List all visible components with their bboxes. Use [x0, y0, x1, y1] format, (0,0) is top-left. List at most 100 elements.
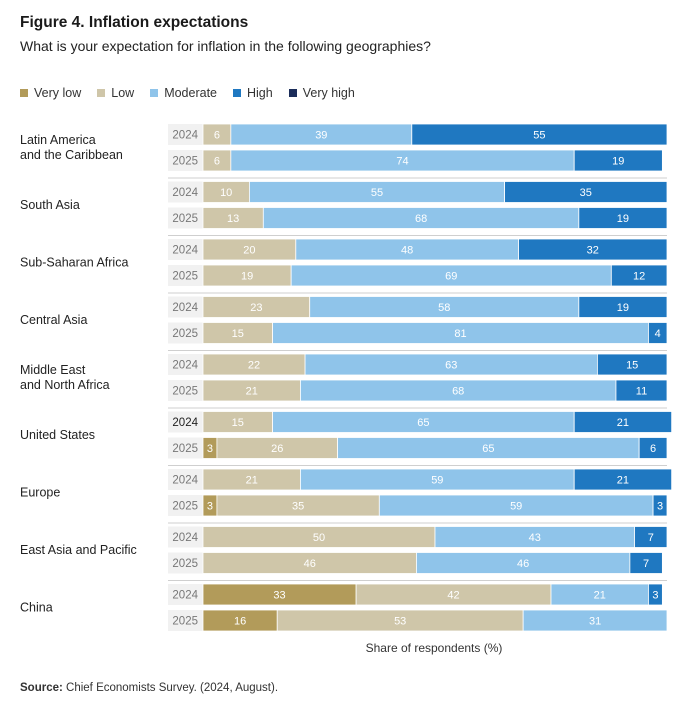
data-label-bar-middle-east-and-north-africa-2024-low: 22 — [248, 360, 260, 372]
bar-sub-saharan-africa-2025-high — [610, 264, 668, 287]
year-label-2024: 2024 — [172, 590, 198, 602]
data-label-bar-latin-america-and-the-caribbean-2025-high: 19 — [612, 156, 624, 168]
year-label-2025: 2025 — [172, 443, 198, 455]
data-label-bar-united-states-2024-high: 21 — [617, 417, 629, 429]
bar-europe-2025-high — [652, 494, 668, 517]
x-axis-label: Share of respondents (%) — [365, 641, 503, 655]
region-label-east-asia-and-pacific: East Asia and Pacific — [20, 543, 137, 557]
year-label-2025: 2025 — [172, 558, 198, 570]
region-label-middle-east-and-north-africa: Middle East — [20, 363, 86, 377]
data-label-bar-europe-2025-high: 3 — [657, 501, 663, 513]
data-label-bar-east-asia-and-pacific-2024-high: 7 — [648, 532, 654, 544]
year-cell-bg — [168, 526, 203, 548]
legend-label-high: High — [247, 86, 273, 100]
year-cell-bg — [168, 380, 203, 401]
data-label-bar-europe-2024-high: 21 — [617, 475, 629, 487]
data-label-bar-united-states-2025-moderate: 65 — [482, 443, 494, 455]
data-label-bar-central-asia-2024-moderate: 58 — [438, 302, 450, 314]
data-label-bar-south-asia-2025-low: 13 — [227, 213, 239, 225]
data-label-bar-central-asia-2024-low: 23 — [250, 302, 262, 314]
legend-swatch-very-low — [20, 89, 28, 97]
source-label: Source: — [20, 682, 63, 694]
data-label-bar-sub-saharan-africa-2025-moderate: 69 — [445, 271, 457, 283]
year-label-2025: 2025 — [172, 156, 198, 168]
region-label-europe: Europe — [20, 486, 60, 500]
data-label-bar-china-2025-moderate: 31 — [589, 616, 601, 628]
bar-latin-america-and-the-caribbean-2025-high — [573, 149, 663, 172]
data-label-bar-sub-saharan-africa-2024-high: 32 — [587, 245, 599, 257]
legend: Very low Low Moderate High Very high — [20, 86, 371, 100]
year-cell-bg — [168, 495, 203, 516]
legend-swatch-low — [97, 89, 106, 97]
legend-swatch-high — [233, 89, 241, 97]
data-label-bar-south-asia-2024-low: 10 — [220, 187, 232, 199]
data-label-bar-europe-2024-moderate: 59 — [431, 475, 443, 487]
data-label-bar-sub-saharan-africa-2025-low: 19 — [241, 271, 253, 283]
data-label-bar-central-asia-2025-low: 15 — [232, 328, 244, 340]
legend-swatch-moderate — [150, 89, 159, 97]
data-label-bar-latin-america-and-the-caribbean-2024-moderate: 39 — [315, 130, 327, 142]
bar-china-2025-moderate — [522, 609, 668, 632]
year-label-2025: 2025 — [172, 328, 198, 340]
year-cell-bg — [168, 610, 203, 631]
data-label-bar-europe-2025-very-low: 3 — [207, 501, 213, 513]
legend-label-moderate: Moderate — [164, 86, 217, 100]
data-label-bar-sub-saharan-africa-2024-moderate: 48 — [401, 245, 413, 257]
data-label-bar-china-2024-very-low: 33 — [273, 590, 285, 602]
region-label-latin-america-and-the-caribbean: and the Caribbean — [20, 148, 123, 162]
data-label-bar-europe-2025-moderate: 59 — [510, 501, 522, 513]
bar-middle-east-and-north-africa-2024-high — [597, 353, 668, 376]
region-label-central-asia: Central Asia — [20, 313, 87, 327]
data-label-bar-central-asia-2025-high: 4 — [655, 328, 661, 340]
data-label-bar-middle-east-and-north-africa-2024-moderate: 63 — [445, 360, 457, 372]
year-label-2024: 2024 — [172, 532, 198, 544]
year-cell-bg — [168, 124, 203, 145]
bar-united-states-2024-high — [573, 411, 673, 433]
year-label-2024: 2024 — [172, 245, 198, 257]
region-label-south-asia: South Asia — [20, 198, 80, 212]
bar-central-asia-2024-high — [578, 296, 668, 318]
data-label-bar-east-asia-and-pacific-2025-moderate: 46 — [517, 558, 529, 570]
year-label-2024: 2024 — [172, 130, 198, 142]
bar-sub-saharan-africa-2024-high — [518, 238, 668, 261]
data-label-bar-latin-america-and-the-caribbean-2024-low: 6 — [214, 130, 220, 142]
region-label-latin-america-and-the-caribbean: Latin America — [20, 133, 96, 147]
data-label-bar-china-2024-moderate: 21 — [594, 590, 606, 602]
data-label-bar-middle-east-and-north-africa-2025-high: 11 — [636, 386, 647, 398]
year-cell-bg — [168, 296, 203, 318]
legend-item-very-low: Very low — [20, 86, 81, 100]
legend-item-very-high: Very high — [288, 86, 355, 100]
year-cell-bg — [168, 469, 203, 490]
year-cell-bg — [168, 322, 203, 344]
year-label-2024: 2024 — [172, 360, 198, 372]
data-label-bar-china-2025-low: 53 — [394, 616, 406, 628]
bar-central-asia-2025-high — [648, 322, 668, 344]
year-cell-bg — [168, 354, 203, 375]
year-cell-bg — [168, 265, 203, 286]
data-label-bar-central-asia-2025-moderate: 81 — [454, 328, 466, 340]
legend-item-moderate: Moderate — [150, 86, 217, 100]
region-label-middle-east-and-north-africa: and North Africa — [20, 378, 110, 392]
bar-south-asia-2024-high — [504, 181, 668, 203]
data-label-bar-united-states-2025-high: 6 — [650, 443, 656, 455]
year-cell-bg — [168, 239, 203, 260]
data-label-bar-middle-east-and-north-africa-2025-moderate: 68 — [452, 386, 464, 398]
year-cell-bg — [168, 181, 203, 203]
bar-middle-east-and-north-africa-2025-high — [615, 379, 668, 402]
data-label-bar-central-asia-2024-high: 19 — [617, 302, 629, 314]
chart-subtitle: What is your expectation for inflation i… — [20, 38, 431, 54]
data-label-bar-united-states-2024-moderate: 65 — [417, 417, 429, 429]
region-label-china: China — [20, 601, 53, 615]
legend-item-low: Low — [97, 86, 134, 100]
year-label-2024: 2024 — [172, 302, 198, 314]
year-cell-bg — [168, 437, 203, 459]
year-cell-bg — [168, 150, 203, 171]
year-cell-bg — [168, 411, 203, 433]
year-label-2024: 2024 — [172, 475, 198, 487]
year-label-2024: 2024 — [172, 417, 198, 429]
data-label-bar-latin-america-and-the-caribbean-2025-low: 6 — [214, 156, 220, 168]
legend-label-low: Low — [111, 86, 135, 100]
year-label-2025: 2025 — [172, 213, 198, 225]
data-label-bar-china-2024-low: 42 — [447, 590, 459, 602]
